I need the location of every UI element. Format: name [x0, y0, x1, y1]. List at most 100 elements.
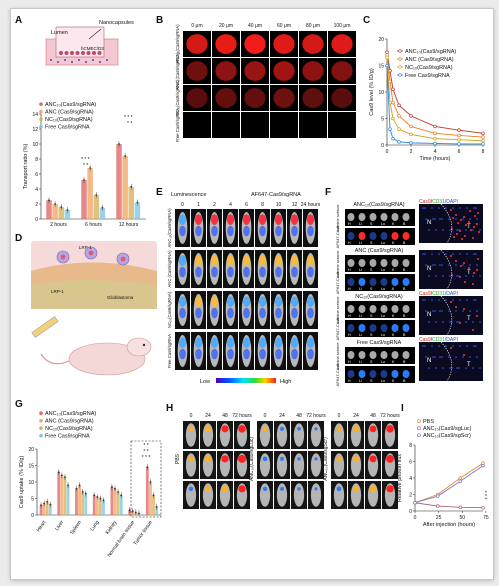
depth-label: 100 μm	[334, 23, 351, 29]
body-signal	[291, 266, 298, 278]
organ-letter: S	[370, 333, 373, 337]
time-label: 10	[276, 202, 282, 208]
chart-c-data-point	[391, 116, 395, 121]
brain-signal	[258, 337, 267, 348]
chart-c-legend-marker	[398, 65, 402, 69]
h-brain-signal	[262, 426, 268, 432]
chart-i-y-tick-label: 2	[409, 492, 412, 498]
brain-signal	[306, 296, 315, 307]
dapi-dot	[455, 218, 457, 220]
dapi-dot	[442, 321, 444, 323]
chart-c-data-point	[385, 63, 389, 68]
h-time-label: 48	[296, 413, 302, 419]
cas9-dot	[474, 215, 476, 217]
body-signal	[227, 307, 234, 319]
chart-i-x-tick-label: 75	[483, 515, 489, 521]
panel-letter-g: G	[15, 399, 23, 410]
organ-letter: H	[348, 222, 351, 226]
chart-c-data-point	[388, 127, 392, 131]
organ-letter: K	[392, 333, 395, 337]
cas9-dot	[472, 329, 474, 331]
dapi-dot	[452, 207, 454, 209]
cas9-dot	[457, 222, 459, 224]
confocal-tile	[270, 112, 298, 138]
h-mouse-silhouette	[333, 423, 345, 447]
label-nanocapsules: Nanocapsules	[99, 20, 134, 26]
chart-g-bar	[84, 493, 88, 515]
cell-dot	[59, 51, 63, 55]
chart-a-significance: * *	[83, 163, 88, 169]
spheroid-signal	[215, 34, 237, 54]
image-row-label: ANC₁₀(Cas9/sgRNA)	[175, 24, 180, 64]
organ-letter: S	[370, 268, 373, 272]
dapi-dot	[448, 310, 450, 312]
dapi-dot	[434, 264, 436, 266]
organ-letter: K	[392, 268, 395, 272]
organ-letter: S	[370, 314, 373, 318]
dapi-dot	[424, 207, 426, 209]
h-brain-signal	[336, 456, 342, 462]
chart-g-bar	[110, 486, 114, 515]
stain-legend: Cas9/CD31/DAPI	[419, 337, 458, 343]
organ-blob	[380, 232, 388, 240]
chart-a-legend-swatch	[39, 117, 43, 121]
dapi-dot	[476, 310, 478, 312]
brain-signal	[226, 214, 235, 225]
dapi-dot	[466, 207, 468, 209]
mouse-tail-icon	[40, 353, 70, 365]
brain-signal	[290, 337, 299, 348]
organ-blob	[391, 351, 399, 359]
chart-a-legend-label: NC₁₀(Cas9/sgRNA)	[45, 117, 93, 123]
time-label: 6	[245, 202, 248, 208]
dapi-dot	[455, 264, 457, 266]
chart-c-data-point	[433, 141, 437, 146]
stain-legend-part: CD31	[432, 199, 445, 205]
dapi-dot	[465, 229, 467, 231]
organ-letter: S	[370, 241, 373, 245]
scale-low-label: Low	[200, 379, 210, 385]
dapi-dot	[479, 367, 481, 369]
brain-signal	[194, 255, 203, 266]
label-lumen: Lumen	[51, 30, 68, 36]
chart-c-series-line	[386, 57, 484, 142]
dapi-dot	[475, 207, 477, 209]
brain-signal	[178, 214, 187, 225]
chart-g-y-tick-label: 10	[28, 480, 34, 486]
cas9-dot	[455, 306, 457, 308]
h-brain-signal	[205, 486, 211, 492]
h-brain-signal	[353, 425, 359, 432]
dapi-dot	[428, 321, 430, 323]
spheroid-signal	[302, 88, 324, 108]
chart-i-legend-marker	[417, 426, 421, 431]
organ-row-label: Lumine scence	[335, 296, 340, 324]
chart-c-x-tick-label: 8	[482, 149, 485, 155]
chart-g-data-point	[84, 492, 87, 495]
h-brain-signal	[353, 485, 359, 492]
body-signal	[243, 225, 250, 237]
figure-canvas: A NanocapsulesLumenhCMEC/D302468101214Tra…	[15, 15, 491, 558]
brain-signal	[194, 337, 203, 348]
organ-letter: K	[392, 241, 395, 245]
organ-blob	[358, 232, 366, 240]
dapi-dot	[479, 321, 481, 323]
h-group-label: ANC₁₀(Cas9/sgLuc)	[249, 437, 255, 481]
chart-c-data-point	[433, 131, 437, 136]
chart-c-series-line	[386, 54, 484, 138]
cas9-dot	[473, 226, 475, 228]
chart-c-data-point	[391, 136, 395, 141]
organ-blob	[369, 278, 377, 286]
h-brain-signal	[314, 487, 318, 491]
chart-i-data-point	[481, 505, 485, 510]
mouse-row-label: ANC₁₀(Cas9/sgRNA)	[167, 208, 172, 248]
h-mouse-silhouette	[293, 423, 305, 447]
nanocapsule-dot	[98, 60, 102, 64]
organ-letter: H	[348, 360, 351, 364]
tumor-margin	[440, 341, 453, 382]
dapi-dot	[455, 310, 457, 312]
dapi-dot	[432, 310, 434, 312]
organ-blob	[358, 370, 366, 378]
h-time-label: 24	[205, 413, 211, 419]
nanocapsule-dot	[70, 60, 74, 64]
time-label: 4	[229, 202, 232, 208]
dapi-dot	[432, 356, 434, 358]
